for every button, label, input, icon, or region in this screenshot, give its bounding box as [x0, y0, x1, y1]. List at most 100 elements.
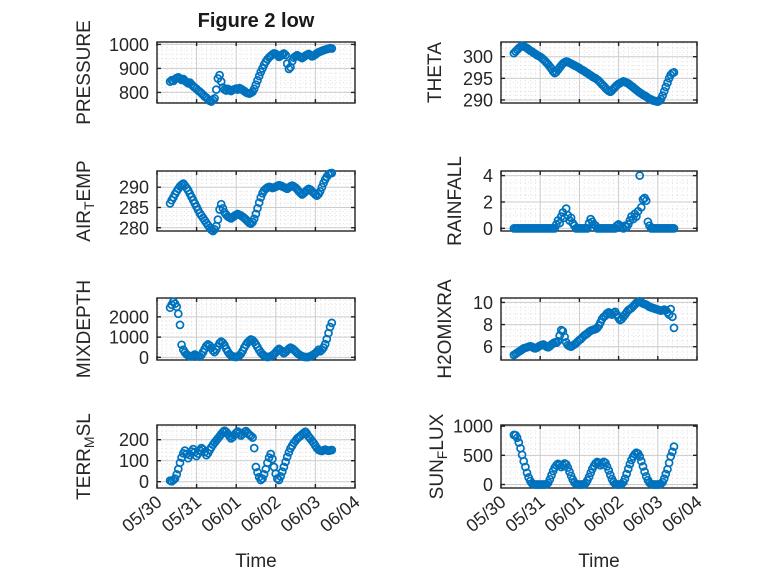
- data-point: [249, 443, 259, 453]
- y-axis-label-terr-msl: TERRMSL: [74, 413, 97, 500]
- subplot-rainfall: 0 2 4 RAINFALL: [445, 156, 698, 246]
- data-point: [210, 94, 219, 103]
- data-point: [251, 462, 261, 472]
- tick-marks: [500, 298, 698, 360]
- data-point: [315, 186, 325, 196]
- data-point: [279, 49, 289, 58]
- data-point: [584, 472, 594, 482]
- svg-text:295: 295: [463, 69, 493, 89]
- data-point: [251, 209, 261, 219]
- data-point: [253, 76, 262, 85]
- data-point: [659, 86, 669, 96]
- data-point: [175, 458, 185, 468]
- data-point: [663, 78, 672, 88]
- svg-text:05/31: 05/31: [501, 492, 548, 536]
- data-point: [669, 67, 679, 77]
- svg-text:06/01: 06/01: [197, 492, 244, 536]
- data-point: [218, 427, 228, 437]
- data-point: [254, 71, 264, 81]
- data-point: [638, 462, 648, 471]
- data-point: [173, 309, 183, 319]
- data-point: [284, 64, 294, 74]
- data-point: [254, 198, 264, 207]
- data-markers-pressure: [165, 43, 337, 106]
- data-point: [635, 452, 645, 461]
- data-point: [666, 304, 676, 314]
- subplot-pressure: 800 900 1000 PRESSURE: [74, 20, 356, 125]
- svg-text:05/31: 05/31: [158, 492, 205, 536]
- data-point: [548, 67, 558, 76]
- svg-text:10: 10: [473, 293, 493, 313]
- svg-text:290: 290: [463, 90, 493, 110]
- data-markers-air-temp: [165, 168, 337, 236]
- svg-text:06/02: 06/02: [580, 492, 627, 536]
- svg-text:900: 900: [119, 59, 149, 79]
- svg-text:0: 0: [139, 348, 149, 368]
- data-markers-sun-flux: [509, 430, 679, 489]
- data-point: [215, 338, 224, 348]
- svg-text:500: 500: [463, 446, 493, 466]
- data-point: [172, 470, 182, 479]
- y-tick-labels: 0 500 1000: [453, 417, 493, 495]
- data-point: [620, 474, 630, 484]
- axes-box: [156, 41, 356, 104]
- svg-text:6: 6: [483, 337, 493, 357]
- svg-text:285: 285: [119, 198, 149, 218]
- data-point: [277, 467, 287, 476]
- data-point: [177, 340, 186, 350]
- data-point: [583, 224, 592, 233]
- data-point: [666, 452, 676, 461]
- data-point: [625, 459, 635, 469]
- data-point: [216, 199, 226, 209]
- tick-marks: [156, 425, 356, 488]
- data-point: [268, 454, 277, 464]
- svg-text:280: 280: [119, 218, 149, 238]
- svg-text:06/03: 06/03: [277, 492, 324, 536]
- data-point: [327, 318, 337, 328]
- svg-text:300: 300: [463, 47, 493, 67]
- data-point: [512, 433, 522, 443]
- y-axis-label-rainfall: RAINFALL: [445, 156, 466, 246]
- x-axis-label-right: Time: [578, 551, 620, 572]
- data-point: [279, 462, 289, 472]
- data-point: [327, 44, 337, 53]
- data-point: [249, 214, 259, 224]
- data-point: [327, 168, 337, 178]
- data-point: [314, 345, 323, 355]
- svg-text:06/04: 06/04: [316, 492, 363, 536]
- data-point: [170, 474, 180, 483]
- svg-text:05/30: 05/30: [118, 492, 165, 536]
- data-point: [635, 171, 645, 180]
- data-point: [622, 469, 631, 479]
- data-point: [669, 323, 679, 333]
- y-tick-labels: 800 900 1000: [109, 35, 149, 103]
- y-axis-label-air-temp: AIRTEMP: [74, 160, 97, 241]
- data-point: [202, 341, 211, 351]
- data-point: [248, 433, 257, 442]
- svg-text:0: 0: [483, 475, 493, 495]
- data-point: [327, 445, 337, 455]
- data-point: [604, 466, 614, 475]
- data-markers-h2omixra: [509, 296, 679, 360]
- data-point: [636, 202, 646, 212]
- data-markers-mixdepth: [165, 297, 337, 362]
- data-point: [563, 463, 573, 472]
- svg-text:8: 8: [483, 315, 493, 335]
- data-point: [550, 224, 560, 233]
- data-point: [281, 50, 290, 60]
- data-markers-terr-msl: [165, 426, 337, 486]
- data-point: [668, 312, 677, 322]
- svg-text:06/04: 06/04: [658, 492, 705, 536]
- data-markers-rainfall: [509, 171, 679, 233]
- data-point: [320, 339, 330, 349]
- svg-text:290: 290: [119, 178, 149, 198]
